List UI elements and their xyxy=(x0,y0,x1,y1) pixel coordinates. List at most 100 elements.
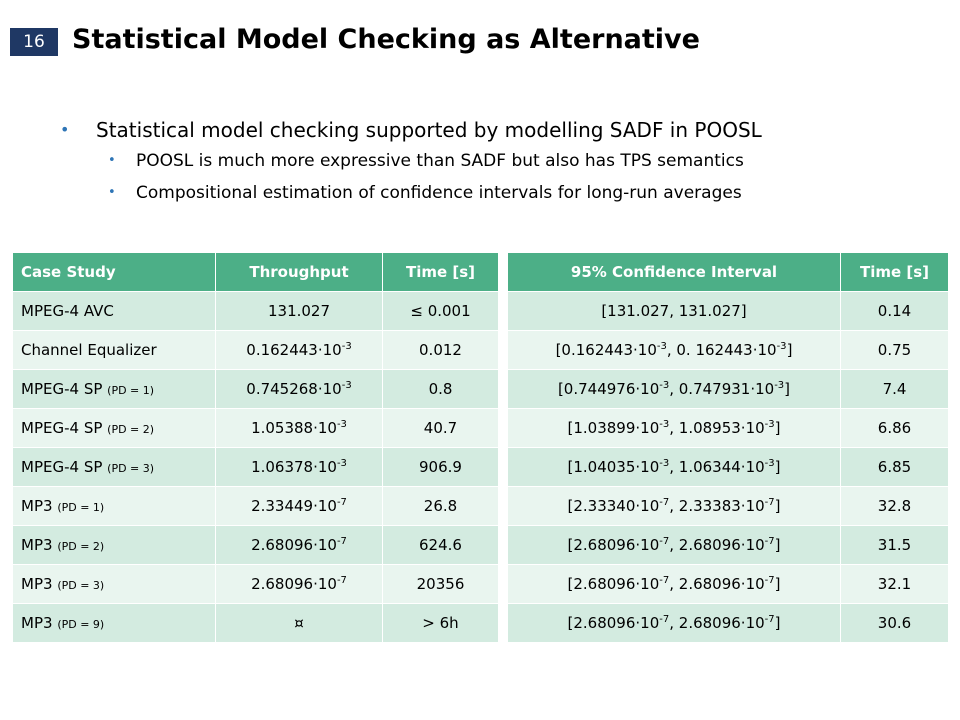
cell-case-study: MP3 (PD = 9) xyxy=(12,603,216,643)
cell-case-study: MPEG-4 SP (PD = 3) xyxy=(12,447,216,487)
cell-confidence-interval: [1.03899·10-3, 1.08953·10-3] xyxy=(507,408,841,448)
cell-time: 0.012 xyxy=(382,330,499,370)
cell-case-study: MPEG-4 SP (PD = 2) xyxy=(12,408,216,448)
table-row: Channel Equalizer 0.162443·10-3 0.012 xyxy=(12,330,499,370)
cell-confidence-interval: [2.33340·10-7, 2.33383·10-7] xyxy=(507,486,841,526)
throughput-mantissa: 2.68096·10 xyxy=(251,575,337,593)
interval-high-exponent: -3 xyxy=(776,341,787,352)
cell-time: 0.14 xyxy=(840,291,949,331)
header-throughput: Throughput xyxy=(215,252,383,292)
case-name: MP3 xyxy=(21,497,58,515)
table-row: [0.744976·10-3, 0.747931·10-3] 7.4 xyxy=(507,369,949,409)
cell-confidence-interval: [0.162443·10-3, 0. 162443·10-3] xyxy=(507,330,841,370)
interval-low: [2.68096·10 xyxy=(567,575,660,593)
case-name: MP3 xyxy=(21,536,58,554)
time-value: 31.5 xyxy=(877,536,912,554)
bullet-level2: • Compositional estimation of confidence… xyxy=(56,177,946,209)
slide-title: Statistical Model Checking as Alternativ… xyxy=(72,24,700,55)
cell-throughput: 131.027 xyxy=(215,291,383,331)
header-case-study: Case Study xyxy=(12,252,216,292)
table-row: MPEG-4 SP (PD = 2) 1.05388·10-3 40.7 xyxy=(12,408,499,448)
interval-low: [0.162443·10 xyxy=(555,341,657,359)
cell-time: 26.8 xyxy=(382,486,499,526)
interval-high: , 0.747931·10 xyxy=(669,380,775,398)
pd-label: (PD = 3) xyxy=(107,462,155,475)
bullet-marker: • xyxy=(108,185,116,200)
time-value: 32.1 xyxy=(877,575,912,593)
case-name: MP3 xyxy=(21,575,58,593)
time-value: 32.8 xyxy=(877,497,912,515)
bullet-text: Statistical model checking supported by … xyxy=(96,118,762,142)
table-header-row: Case Study Throughput Time [s] xyxy=(12,252,499,292)
cell-time: 624.6 xyxy=(382,525,499,565)
bullet-list: • Statistical model checking supported b… xyxy=(56,115,946,209)
header-time: Time [s] xyxy=(840,252,949,292)
throughput-exponent: -7 xyxy=(336,575,347,586)
table-row: MP3 (PD = 1) 2.33449·10-7 26.8 xyxy=(12,486,499,526)
cell-case-study: MPEG-4 SP (PD = 1) xyxy=(12,369,216,409)
interval-close: ] xyxy=(786,341,793,359)
cell-case-study: Channel Equalizer xyxy=(12,330,216,370)
cell-time: 0.8 xyxy=(382,369,499,409)
table-row: [1.04035·10-3, 1.06344·10-3] 6.85 xyxy=(507,447,949,487)
throughput-mantissa: 0.162443·10 xyxy=(246,341,342,359)
cell-time: 30.6 xyxy=(840,603,949,643)
bullet-level1: • Statistical model checking supported b… xyxy=(56,115,946,145)
table-row: [1.03899·10-3, 1.08953·10-3] 6.86 xyxy=(507,408,949,448)
time-value: 0.14 xyxy=(877,302,912,320)
cell-confidence-interval: [2.68096·10-7, 2.68096·10-7] xyxy=(507,603,841,643)
time-value: > 6h xyxy=(422,614,459,632)
results-table-right: 95% Confidence Interval Time [s] [131.02… xyxy=(507,252,949,643)
interval-high: , 1.06344·10 xyxy=(669,458,765,476)
cell-time: > 6h xyxy=(382,603,499,643)
interval-high-exponent: -7 xyxy=(764,614,775,625)
time-value: 6.85 xyxy=(877,458,912,476)
interval-low: [2.68096·10 xyxy=(567,536,660,554)
results-table-left: Case Study Throughput Time [s] MPEG-4 AV… xyxy=(12,252,499,643)
cell-time: 6.85 xyxy=(840,447,949,487)
cell-case-study: MP3 (PD = 3) xyxy=(12,564,216,604)
time-value: 0.8 xyxy=(428,380,453,398)
throughput-exponent: -3 xyxy=(336,458,347,469)
throughput-mantissa: ¤ xyxy=(294,614,304,632)
table-row: [2.33340·10-7, 2.33383·10-7] 32.8 xyxy=(507,486,949,526)
throughput-mantissa: 1.05388·10 xyxy=(251,419,337,437)
table-row: MP3 (PD = 3) 2.68096·10-7 20356 xyxy=(12,564,499,604)
table-row: [131.027, 131.027] 0.14 xyxy=(507,291,949,331)
cell-confidence-interval: [0.744976·10-3, 0.747931·10-3] xyxy=(507,369,841,409)
cell-time: 32.8 xyxy=(840,486,949,526)
cell-throughput: 0.745268·10-3 xyxy=(215,369,383,409)
case-name: MPEG-4 SP xyxy=(21,458,108,476)
header-confidence-interval: 95% Confidence Interval xyxy=(507,252,841,292)
interval-high: , 2.68096·10 xyxy=(669,536,765,554)
cell-confidence-interval: [1.04035·10-3, 1.06344·10-3] xyxy=(507,447,841,487)
throughput-mantissa: 2.68096·10 xyxy=(251,536,337,554)
case-name: MP3 xyxy=(21,614,58,632)
interval-low: [131.027 xyxy=(601,302,670,320)
interval-high-exponent: -7 xyxy=(764,575,775,586)
pd-label: (PD = 3) xyxy=(57,579,105,592)
throughput-exponent: -7 xyxy=(336,536,347,547)
pd-label: (PD = 9) xyxy=(57,618,105,631)
case-name: Channel Equalizer xyxy=(21,341,157,359)
case-name: MPEG-4 AVC xyxy=(21,302,114,320)
time-value: 40.7 xyxy=(423,419,458,437)
interval-high: , 2.33383·10 xyxy=(669,497,765,515)
interval-low-exponent: -3 xyxy=(659,380,670,391)
cell-case-study: MP3 (PD = 2) xyxy=(12,525,216,565)
cell-throughput: ¤ xyxy=(215,603,383,643)
throughput-exponent: -3 xyxy=(341,341,352,352)
interval-low-exponent: -3 xyxy=(659,458,670,469)
throughput-mantissa: 1.06378·10 xyxy=(251,458,337,476)
interval-close: ] xyxy=(774,458,781,476)
cell-throughput: 1.05388·10-3 xyxy=(215,408,383,448)
interval-high-exponent: -3 xyxy=(774,380,785,391)
throughput-exponent: -7 xyxy=(336,497,347,508)
table-row: MP3 (PD = 9) ¤ > 6h xyxy=(12,603,499,643)
throughput-exponent: -3 xyxy=(336,419,347,430)
pd-label: (PD = 2) xyxy=(57,540,105,553)
cell-time: ≤ 0.001 xyxy=(382,291,499,331)
time-value: 30.6 xyxy=(877,614,912,632)
table-row: [2.68096·10-7, 2.68096·10-7] 31.5 xyxy=(507,525,949,565)
interval-close: ] xyxy=(774,575,781,593)
